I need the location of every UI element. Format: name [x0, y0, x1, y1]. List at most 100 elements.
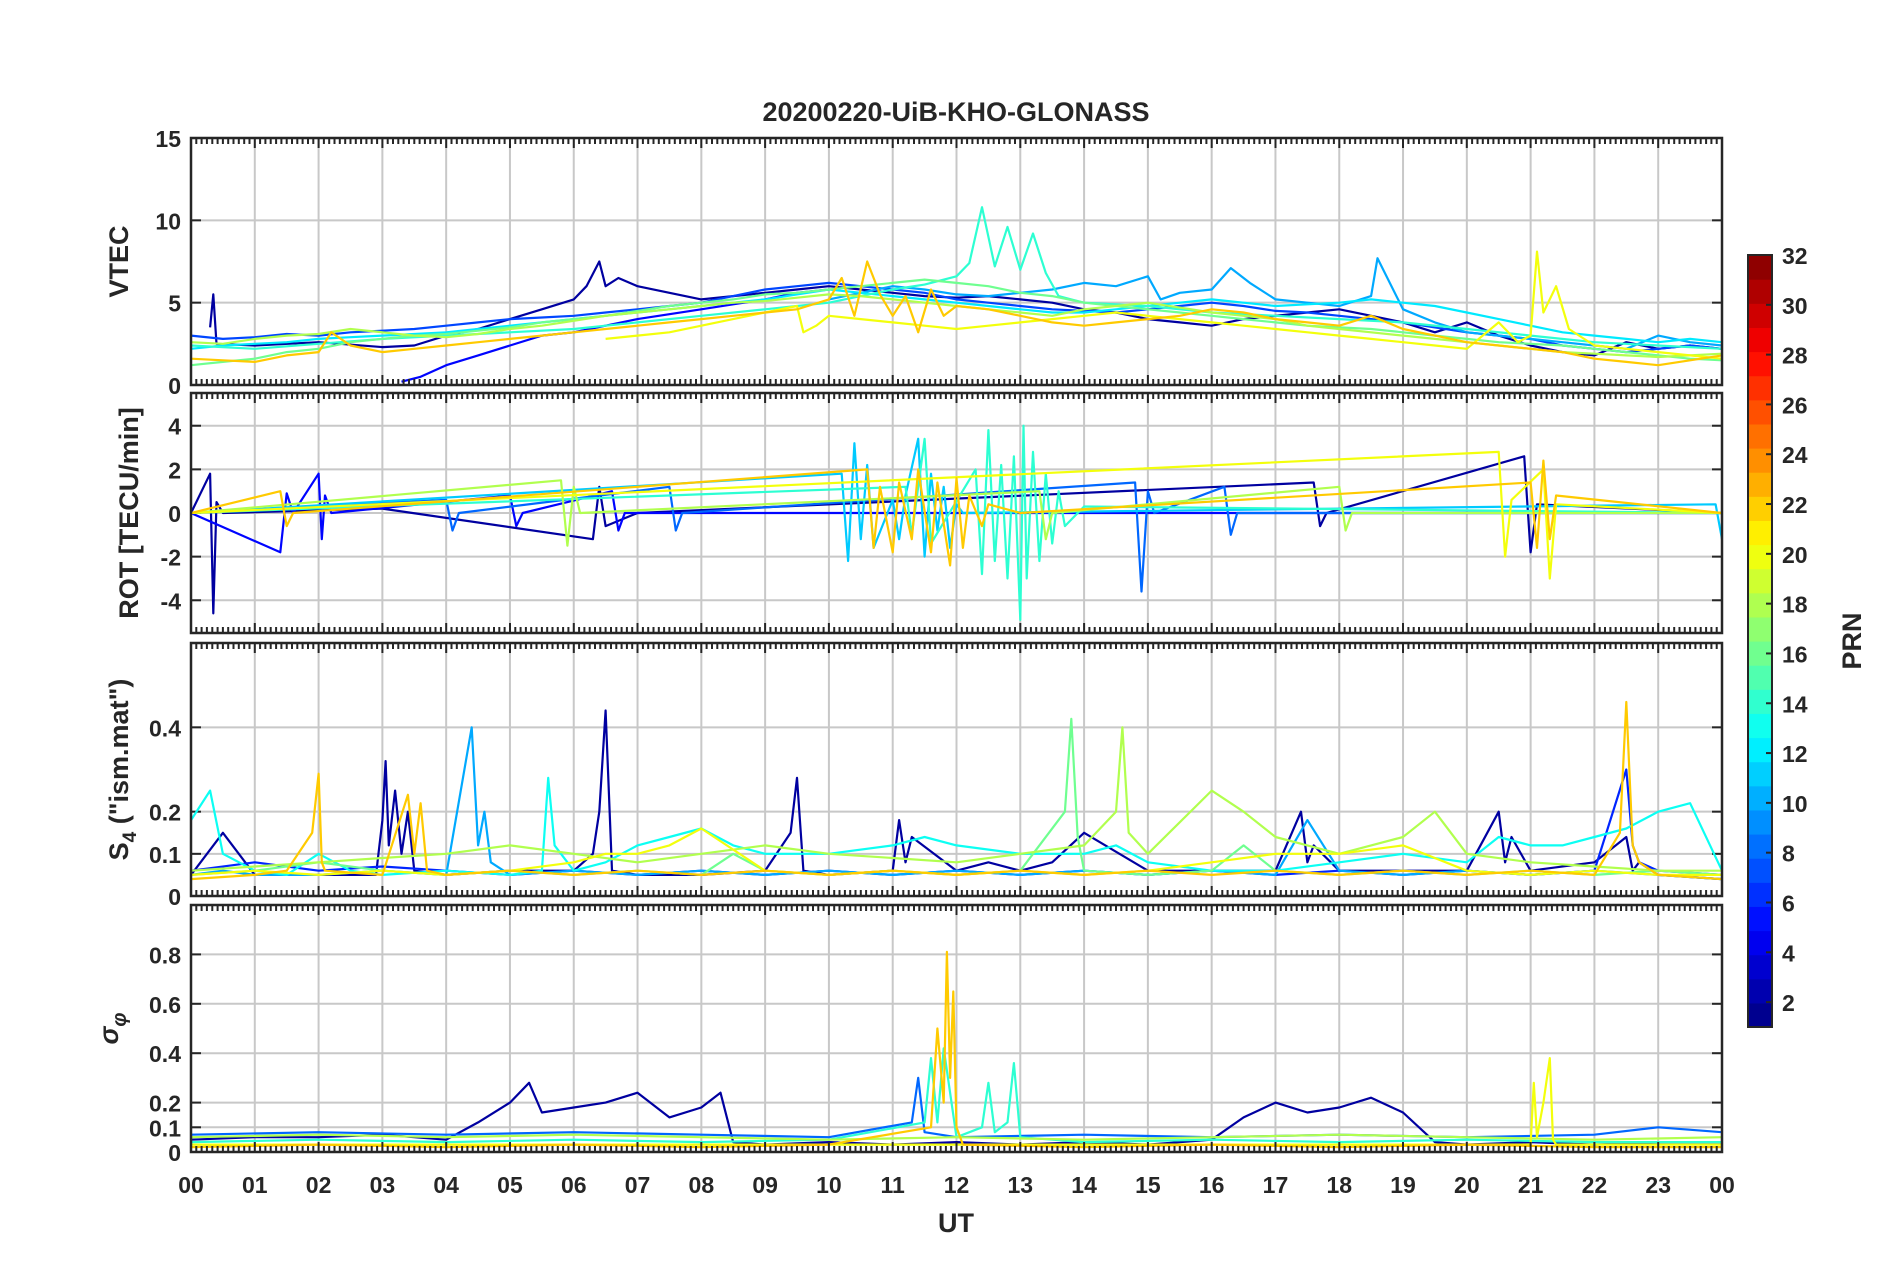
x-tick-label: 17: [1263, 1172, 1289, 1198]
x-tick-label: 23: [1645, 1172, 1671, 1198]
colorbar-swatch: [1748, 423, 1772, 449]
series-line-prn-2: [191, 455, 1722, 615]
y-axis-label: S4 ("ism.mat"): [104, 679, 141, 861]
x-axis-label: UT: [938, 1208, 974, 1238]
series-line-prn-10: [828, 257, 1722, 350]
series-line-prn-2: [209, 260, 1722, 357]
x-tick-label: 03: [370, 1172, 396, 1198]
colorbar-tick-label: 12: [1782, 741, 1808, 767]
y-tick-label: 0.2: [149, 1091, 181, 1117]
series-line-prn-18: [191, 1133, 1722, 1141]
colorbar-tick-label: 2: [1782, 990, 1795, 1016]
y-tick-label: 0: [168, 1140, 181, 1166]
y-tick-label: 5: [168, 291, 181, 317]
x-tick-label: 14: [1071, 1172, 1097, 1198]
x-tick-label: 09: [752, 1172, 778, 1198]
colorbar-tick-label: 32: [1782, 243, 1808, 269]
y-tick-label: -2: [161, 545, 181, 571]
series-line-prn-8: [191, 1076, 1722, 1139]
y-tick-label: 0: [168, 884, 181, 910]
axes-frame: [189, 136, 1724, 387]
series-line-prn-22: [191, 260, 1722, 367]
colorbar-swatch: [1748, 834, 1772, 859]
axes-frame: [189, 641, 1724, 898]
x-tick-label: 21: [1518, 1172, 1544, 1198]
colorbar-tick-label: 20: [1782, 542, 1808, 568]
colorbar-swatch: [1748, 303, 1772, 328]
y-axis-label: ROT [TECU/min]: [114, 407, 144, 618]
x-tick-label: 12: [944, 1172, 970, 1198]
x-tick-label: 22: [1582, 1172, 1608, 1198]
colorbar-tick-label: 10: [1782, 791, 1808, 817]
y-tick-label: -4: [161, 588, 182, 614]
figure-title: 20200220-UiB-KHO-GLONASS: [762, 97, 1149, 127]
x-tick-label: 06: [561, 1172, 587, 1198]
y-tick-label: 0.4: [149, 1041, 181, 1067]
panel-s4: 0 0.1 0.2 0.4 S4 ("ism.mat"): [104, 641, 1724, 910]
y-tick-label: 0.1: [149, 1115, 181, 1141]
y-tick-label: 0.4: [149, 715, 181, 741]
series-line-prn-14: [191, 424, 1722, 622]
colorbar-swatch: [1748, 279, 1772, 304]
series-line-prn-20: [191, 450, 1722, 580]
colorbar-swatch: [1748, 1002, 1772, 1028]
panel-vtec: 0 5 10 15 VTEC: [104, 126, 1724, 399]
x-tick-label: 16: [1199, 1172, 1225, 1198]
colorbar-swatch: [1748, 496, 1772, 521]
x-tick-label: 08: [689, 1172, 715, 1198]
colorbar-swatch: [1748, 761, 1772, 787]
colorbar-swatch: [1748, 930, 1772, 956]
colorbar-swatch: [1748, 351, 1772, 377]
colorbar-tick-label: 26: [1782, 392, 1808, 418]
colorbar-tick-label: 4: [1782, 940, 1795, 966]
colorbar-swatch: [1748, 954, 1772, 980]
colorbar-tick-label: 30: [1782, 293, 1808, 319]
series-line-prn-16: [191, 278, 1722, 367]
x-tick-label: 20: [1454, 1172, 1480, 1198]
colorbar-swatch: [1748, 520, 1772, 546]
colorbar-swatch: [1748, 327, 1772, 353]
colorbar-swatch: [1748, 448, 1772, 473]
colorbar-swatch: [1748, 978, 1772, 1004]
colorbar-swatch: [1748, 592, 1772, 618]
colorbar-swatch: [1748, 255, 1772, 280]
x-tick-label: 00: [178, 1172, 204, 1198]
y-tick-label: 0.2: [149, 800, 181, 826]
series-group: [191, 700, 1722, 881]
series-line-prn-8: [191, 481, 1722, 593]
colorbar-swatch: [1748, 858, 1772, 883]
colorbar-swatch: [1748, 785, 1772, 811]
colorbar-swatch: [1748, 472, 1772, 497]
series-line-prn-20: [605, 250, 1722, 360]
colorbar-tick-label: 14: [1782, 691, 1808, 717]
x-tick-label: 10: [816, 1172, 842, 1198]
colorbar-swatch: [1748, 689, 1772, 714]
colorbar-swatch: [1748, 375, 1772, 401]
colorbar-swatch: [1748, 906, 1772, 932]
series-line-prn-12: [191, 288, 1722, 350]
x-tick-label: 13: [1007, 1172, 1033, 1198]
series-line-prn-11: [191, 437, 1722, 563]
x-axis: 00 01 02 03 04 05 06 07 08 09 10 11 12 13 14 15 16 17 18 19…: [178, 1172, 1735, 1198]
y-axis-label: VTEC: [104, 225, 134, 297]
x-tick-label: 07: [625, 1172, 651, 1198]
series-line-prn-18: [191, 726, 1722, 872]
series-line-prn-5: [191, 472, 1722, 554]
axes-frame: [189, 391, 1724, 635]
series-line-prn-14: [191, 206, 1722, 350]
series-line-prn-22: [191, 459, 1722, 567]
series-group: [191, 206, 1722, 383]
x-tick-label: 18: [1326, 1172, 1352, 1198]
colorbar-tick-label: 8: [1782, 841, 1795, 867]
colorbar-label: PRN: [1837, 612, 1867, 669]
series-line-prn-22: [191, 700, 1722, 881]
colorbar-tick-label: 16: [1782, 641, 1808, 667]
y-tick-label: 0: [168, 373, 181, 399]
colorbar-swatch: [1748, 616, 1772, 642]
colorbar-swatch: [1748, 713, 1772, 739]
colorbar-tick-label: 22: [1782, 492, 1808, 518]
y-tick-label: 2: [168, 457, 181, 483]
x-tick-label: 04: [433, 1172, 459, 1198]
